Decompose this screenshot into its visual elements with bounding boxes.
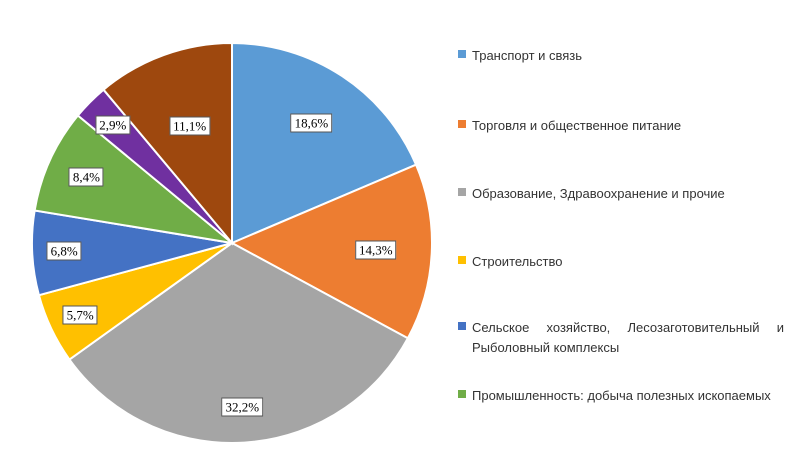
slice-data-label: 32,2% bbox=[221, 397, 264, 417]
legend-label-transport: Транспорт и связь bbox=[472, 48, 583, 63]
slice-data-label: 11,1% bbox=[169, 116, 211, 136]
legend-label-agriculture: Сельское хозяйство, Лесозаготовительный … bbox=[472, 320, 784, 355]
pie-slice bbox=[229, 163, 433, 340]
legend-label-industry: Промышленность: добыча полезных ископаем… bbox=[472, 388, 771, 403]
slice-data-label: 2,9% bbox=[95, 115, 131, 135]
legend-item-trade: Торговля и общественное питание bbox=[458, 116, 784, 136]
legend: Транспорт и связь Торговля и общественно… bbox=[458, 0, 784, 454]
legend-item-education: Образование, Здравоохранение и прочие bbox=[458, 184, 784, 204]
pie-slice bbox=[102, 41, 233, 246]
legend-swatch-education bbox=[458, 188, 466, 196]
legend-swatch-construction bbox=[458, 256, 466, 264]
legend-item-industry: Промышленность: добыча полезных ископаем… bbox=[458, 386, 784, 406]
slice-data-label: 14,3% bbox=[355, 240, 397, 260]
pie-chart bbox=[30, 41, 433, 444]
legend-swatch-agriculture bbox=[458, 322, 466, 330]
pie-slice bbox=[231, 41, 418, 245]
legend-item-agriculture: Сельское хозяйство, Лесозаготовительный … bbox=[458, 318, 784, 358]
legend-item-transport: Транспорт и связь bbox=[458, 46, 784, 66]
legend-swatch-trade bbox=[458, 120, 466, 128]
slice-data-label: 18,6% bbox=[290, 113, 333, 133]
legend-item-construction: Строительство bbox=[458, 252, 784, 272]
legend-label-education: Образование, Здравоохранение и прочие bbox=[472, 186, 725, 201]
slice-data-label: 5,7% bbox=[62, 305, 98, 325]
slice-data-label: 8,4% bbox=[68, 167, 104, 187]
slice-data-label: 6,8% bbox=[46, 241, 82, 261]
pie-slice bbox=[68, 241, 410, 444]
pie-slice bbox=[33, 114, 236, 245]
legend-label-trade: Торговля и общественное питание bbox=[472, 118, 682, 133]
legend-label-construction: Строительство bbox=[472, 254, 563, 269]
legend-swatch-transport bbox=[458, 50, 466, 58]
legend-swatch-industry bbox=[458, 390, 466, 398]
